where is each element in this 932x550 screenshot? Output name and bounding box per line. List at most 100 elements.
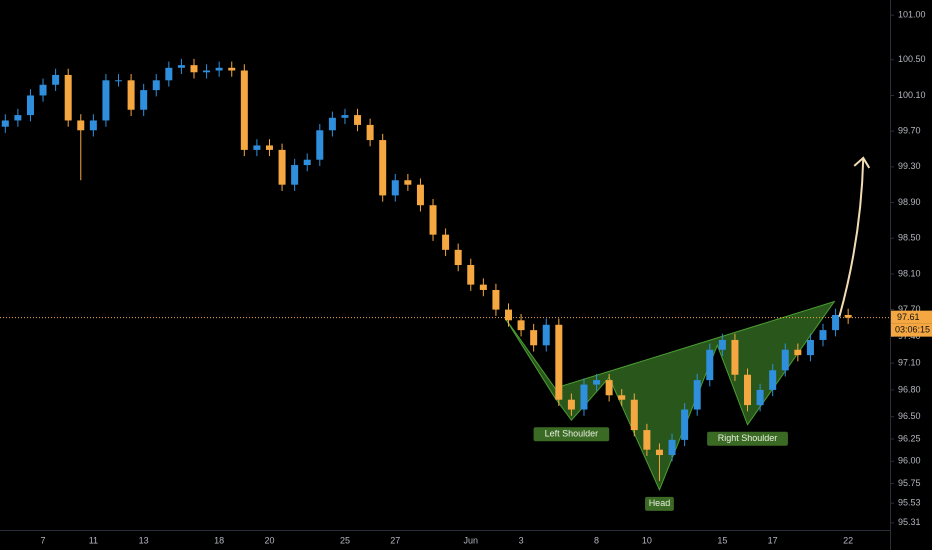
candle-body [781,349,789,371]
candle-body [52,74,60,85]
candle-body [278,149,286,185]
candle-body [467,265,475,285]
candle-body [844,314,852,318]
candle-body [706,349,714,381]
countdown-label: 03:06:15 [895,325,930,335]
arrow-head [853,156,871,169]
x-tick-label: 22 [843,535,853,545]
candle-body [77,120,85,131]
y-tick-label: 97.70 [898,304,921,314]
candle-body [379,140,387,196]
y-tick-label: 101.00 [898,10,926,20]
x-tick-label: 10 [642,535,652,545]
candle-body [190,65,198,73]
x-tick-label: 3 [519,535,524,545]
candle-body [39,84,47,96]
annotation-box [645,496,674,511]
candle-body [354,115,362,125]
y-tick-label: 95.31 [898,517,921,527]
candle-body [806,339,814,356]
candle-body [215,67,223,71]
candle-body [240,70,248,150]
candle-body [316,130,324,160]
annotation-label: Left Shoulder [545,429,599,439]
y-tick-label: 97.10 [898,358,921,368]
x-tick-label: Jun [464,535,479,545]
candle-body [643,430,651,450]
annotation-box [533,427,610,442]
y-tick-label: 96.80 [898,384,921,394]
y-tick-label: 99.70 [898,126,921,136]
candle-body [505,309,512,321]
candle-body [517,320,525,331]
arrow [838,157,865,318]
candle-body [555,324,563,400]
candle-body [580,384,588,410]
candle-body [291,165,299,185]
candle-body [819,330,827,340]
candle-body [102,80,110,121]
candle-body [630,399,638,431]
candle-body [303,159,311,166]
candle-body [744,374,752,406]
candle-body [265,145,273,150]
candle-body [14,115,22,121]
candle-body [718,339,726,350]
candle-body [89,120,97,131]
x-tick-label: 8 [594,535,599,545]
x-tick-label: 20 [264,535,274,545]
y-tick-label: 100.50 [898,54,926,64]
candle-body [567,399,575,410]
candle-body [693,380,701,410]
candle-body [391,180,399,196]
last-price-label: 97.61 [897,312,920,322]
x-tick-label: 13 [139,535,149,545]
x-tick-label: 15 [717,535,727,545]
candle-body [152,80,160,91]
candle-body [177,65,185,68]
candle-body [341,115,349,118]
x-tick-label: 11 [89,535,98,545]
candle-body [618,395,626,400]
candle-body [593,380,601,385]
annotation-label: Right Shoulder [718,433,778,443]
y-tick-label: 96.00 [898,456,921,466]
candle-body [794,349,802,356]
candle-body [366,124,374,141]
candle-body [115,80,123,82]
candle-body [429,205,437,235]
candle-body [442,234,450,250]
candle-body [454,249,462,265]
candle-body [1,120,9,127]
x-tick-label: 17 [768,535,778,545]
candle-body [26,95,34,116]
y-tick-label: 96.25 [898,433,921,443]
candle-body [681,409,689,440]
last-price-box [891,310,932,324]
countdown-box [891,323,932,337]
candle-body [253,145,261,150]
candle-body [769,370,777,390]
y-tick-label: 95.75 [898,478,921,488]
y-tick-label: 98.10 [898,268,921,278]
candle-body [492,289,500,310]
candle-body [140,90,148,110]
pattern-shape [504,300,836,492]
candle-body [542,324,550,346]
candle-body [203,70,211,73]
y-tick-label: 99.30 [898,161,921,171]
candle-body [479,284,487,290]
candle-body [328,117,336,131]
x-tick-label: 27 [390,535,400,545]
candle-body [165,67,173,81]
annotation-label: Head [649,498,671,508]
candle-body [64,74,72,121]
y-tick-label: 100.10 [898,90,926,100]
candle-body [731,339,739,375]
candle-body [416,184,424,206]
y-tick-label: 98.50 [898,233,921,243]
annotation-box [707,431,788,446]
candle-body [530,330,538,346]
